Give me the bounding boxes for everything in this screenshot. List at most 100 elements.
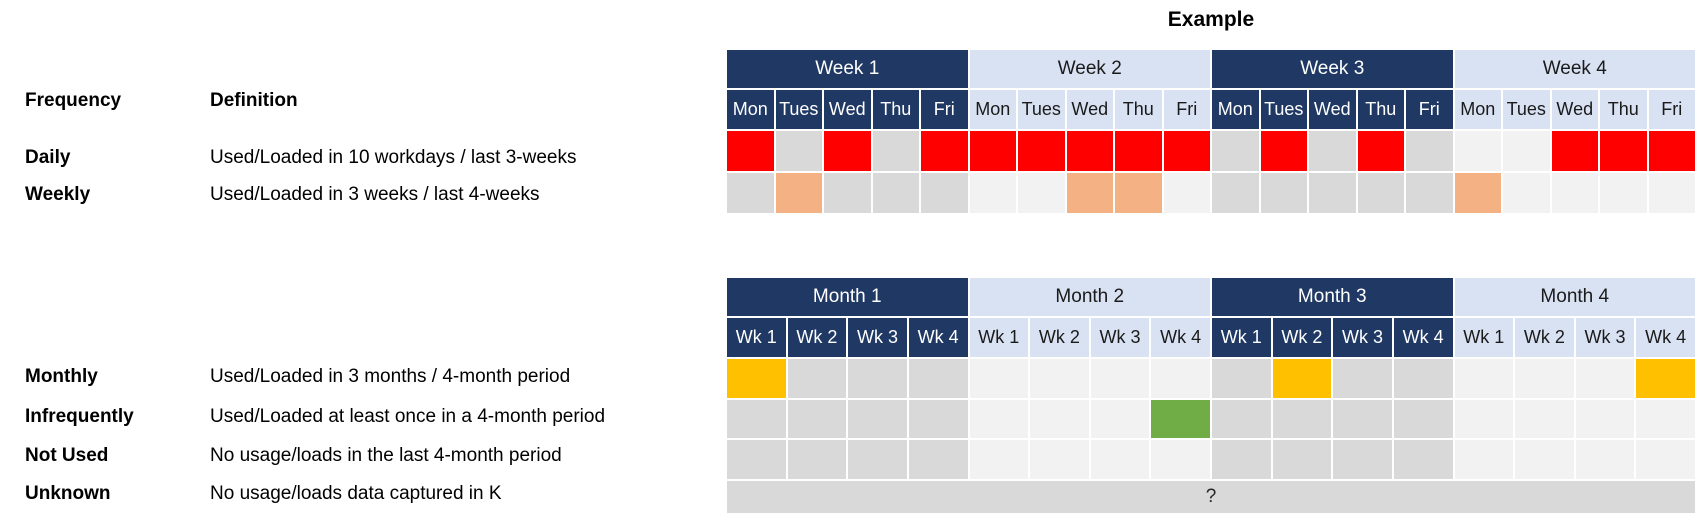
- weekly-cell: [727, 173, 774, 213]
- daily-cell: [824, 131, 871, 171]
- infrequently-cell: [1454, 400, 1514, 438]
- day-header: Mon: [969, 90, 1016, 129]
- daily-cell: [1503, 131, 1550, 171]
- frequency-definition: No usage/loads data captured in K: [210, 483, 502, 504]
- monthly-cell: [1333, 359, 1392, 398]
- example-title: Example: [1167, 8, 1255, 31]
- monthly-cell: [1030, 359, 1089, 398]
- daily-cell: [1551, 131, 1598, 171]
- not-used-cell: [1212, 440, 1271, 479]
- week-subheader: Wk 3: [1090, 318, 1150, 357]
- week-subheader: Wk 3: [1333, 318, 1392, 357]
- not-used-cell: [1151, 440, 1210, 479]
- daily-cell: [1600, 131, 1647, 171]
- daily-cell: [1648, 131, 1695, 171]
- legend-row-monthly: Monthly Used/Loaded in 3 months / 4-month…: [25, 366, 570, 388]
- week-subheader: Wk 1: [1454, 318, 1514, 357]
- day-header: Thu: [1115, 90, 1162, 129]
- week-subheader: Wk 2: [787, 318, 847, 357]
- day-header: Mon: [1454, 90, 1501, 129]
- weekly-cell: [1163, 173, 1210, 213]
- weekly-cell: [1406, 173, 1453, 213]
- day-header: Wed: [1551, 90, 1598, 129]
- not-used-cell: [908, 440, 968, 479]
- day-header: Thu: [1357, 90, 1404, 129]
- legend-row-daily: Daily Used/Loaded in 10 workdays / last 3…: [25, 147, 576, 169]
- infrequently-cell: [1151, 400, 1210, 438]
- day-header: Fri: [1163, 90, 1210, 129]
- infrequently-cell: [1393, 400, 1453, 438]
- daily-cell: [1357, 131, 1404, 171]
- frequency-definition: Used/Loaded in 10 workdays / last 3-week…: [210, 147, 577, 168]
- infrequently-cell: [787, 400, 847, 438]
- not-used-cell: [1515, 440, 1574, 479]
- month-example-table: Month 1 Month 2 Month 3 Month 4 Wk 1 Wk 2 Wk 3…: [727, 278, 1695, 513]
- infrequently-cell: [848, 400, 907, 438]
- monthly-cell: [1212, 359, 1271, 398]
- not-used-cell: [969, 440, 1029, 479]
- not-used-cell: [787, 440, 847, 479]
- infrequently-cell: [908, 400, 968, 438]
- daily-cell: [1260, 131, 1307, 171]
- weekly-cell: [969, 173, 1016, 213]
- week-subheader: Wk 2: [1030, 318, 1089, 357]
- week-group-header: Week 1: [727, 50, 968, 88]
- frequency-label: Monthly: [25, 366, 98, 387]
- monthly-cell: [1090, 359, 1150, 398]
- day-header: Tues: [1018, 90, 1065, 129]
- week-subheader: Wk 3: [848, 318, 907, 357]
- frequency-label: Unknown: [25, 483, 111, 504]
- week-subheader: Wk 1: [969, 318, 1029, 357]
- day-header: Thu: [872, 90, 919, 129]
- monthly-cell: [1151, 359, 1210, 398]
- infrequently-cell: [1090, 400, 1150, 438]
- weekly-cell: [1600, 173, 1647, 213]
- week-subheader: Wk 4: [908, 318, 968, 357]
- monthly-cell: [1272, 359, 1332, 398]
- weekly-cell: [872, 173, 919, 213]
- monthly-cell: [969, 359, 1029, 398]
- week-subheader: Wk 4: [1151, 318, 1210, 357]
- definition-column-header: Definition: [210, 90, 298, 111]
- monthly-cell: [1393, 359, 1453, 398]
- daily-cell: [1212, 131, 1259, 171]
- day-header: Thu: [1600, 90, 1647, 129]
- week-subheader: Wk 2: [1272, 318, 1332, 357]
- daily-cell: [1066, 131, 1113, 171]
- daily-cell: [1309, 131, 1356, 171]
- week-group-header: Week 3: [1212, 50, 1453, 88]
- day-header: Fri: [1648, 90, 1695, 129]
- daily-cell: [921, 131, 968, 171]
- daily-cell: [1406, 131, 1453, 171]
- week-subheader: Wk 4: [1393, 318, 1453, 357]
- weekly-cell: [1260, 173, 1307, 213]
- week-example-table: Week 1 Week 2 Week 3 Week 4 Mon Tues Wed Thu Fri…: [727, 50, 1695, 213]
- not-used-cell: [1030, 440, 1089, 479]
- infrequently-cell: [1636, 400, 1695, 438]
- monthly-cell: [848, 359, 907, 398]
- not-used-cell: [1090, 440, 1150, 479]
- weekly-cell: [1018, 173, 1065, 213]
- month-group-header: Month 4: [1454, 278, 1695, 316]
- week-subheader: Wk 4: [1636, 318, 1695, 357]
- weekly-cell: [1066, 173, 1113, 213]
- month-group-header: Month 3: [1212, 278, 1453, 316]
- monthly-cell: [787, 359, 847, 398]
- legend-row-unknown: Unknown No usage/loads data captured in K: [25, 483, 502, 505]
- monthly-cell: [1454, 359, 1514, 398]
- weekly-cell: [1648, 173, 1695, 213]
- month-group-header: Month 1: [727, 278, 968, 316]
- day-header: Wed: [824, 90, 871, 129]
- day-header: Mon: [1212, 90, 1259, 129]
- weekly-cell: [921, 173, 968, 213]
- week-subheader: Wk 1: [727, 318, 786, 357]
- monthly-cell: [727, 359, 786, 398]
- weekly-cell: [1551, 173, 1598, 213]
- infrequently-cell: [727, 400, 786, 438]
- frequency-definition: No usage/loads in the last 4-month perio…: [210, 445, 562, 466]
- daily-cell: [872, 131, 919, 171]
- week-group-header: Week 2: [969, 50, 1210, 88]
- daily-cell: [969, 131, 1016, 171]
- not-used-cell: [1393, 440, 1453, 479]
- not-used-cell: [1454, 440, 1514, 479]
